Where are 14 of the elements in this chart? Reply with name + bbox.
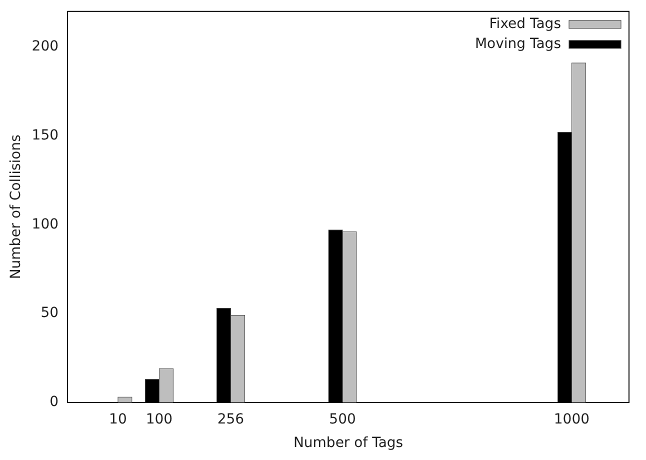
y-tick-label: 50 [40,305,59,322]
y-tick-label: 0 [50,394,59,410]
x-axis-title: Number of Tags [293,435,404,452]
y-tick-label: 150 [32,127,59,144]
y-tick-label: 200 [32,38,59,55]
legend-label: Fixed Tags [489,16,561,32]
y-axis-title: Number of Collisions [8,134,24,280]
x-tick-label: 1000 [554,411,590,428]
x-tick-label: 10 [109,411,127,428]
x-tick-label: 256 [217,411,244,428]
legend-label: Moving Tags [474,36,561,52]
x-tick-label: 100 [146,411,173,428]
x-tick-label: 500 [329,411,356,428]
y-tick-label: 100 [32,216,59,232]
